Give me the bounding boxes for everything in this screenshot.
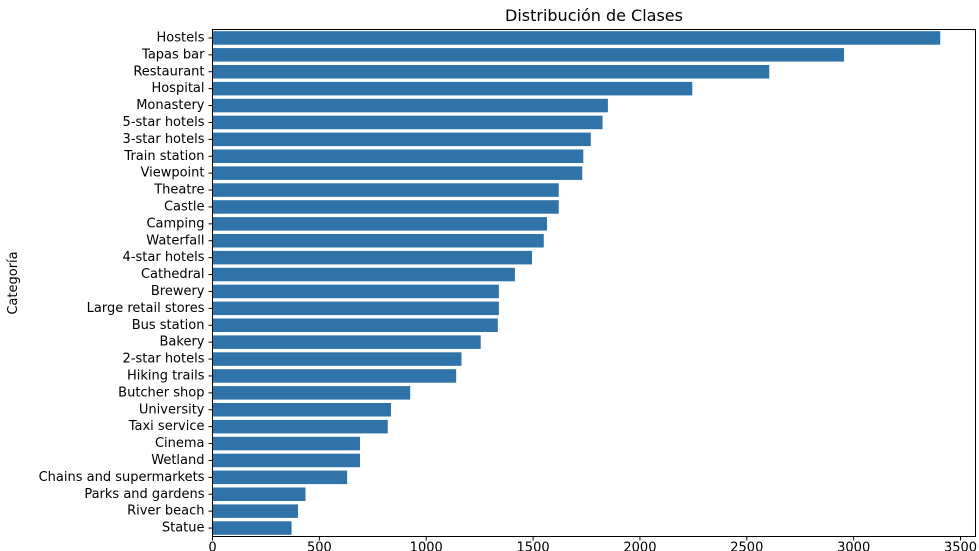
- y-tick-label: Hostels: [157, 30, 205, 45]
- y-tick-label: Parks and gardens: [84, 487, 204, 502]
- bar-chains-and-supermarkets: [212, 470, 348, 485]
- y-tick-label: Brewery: [151, 284, 205, 299]
- bar-3-star-hotels: [212, 132, 591, 147]
- y-tick-label: Camping: [146, 216, 204, 231]
- bar-statue: [212, 521, 292, 535]
- y-tick-label: 4-star hotels: [123, 250, 205, 265]
- y-tick-label: Bus station: [132, 318, 205, 333]
- bar-brewery: [212, 284, 499, 299]
- y-tick-label: Bakery: [160, 335, 205, 350]
- x-tick-label: 500: [307, 541, 332, 551]
- y-tick-label: Viewpoint: [140, 166, 204, 181]
- bar-hospital: [212, 81, 693, 96]
- bar-wetland: [212, 453, 360, 468]
- bar-2-star-hotels: [212, 352, 462, 366]
- y-tick-label: Cinema: [155, 436, 205, 451]
- bar-parks-and-gardens: [212, 487, 306, 502]
- bar-theatre: [212, 183, 559, 197]
- y-tick-label: 2-star hotels: [123, 352, 205, 367]
- y-tick-label: Restaurant: [133, 64, 204, 79]
- y-tick-label: University: [139, 402, 205, 417]
- bar-butcher-shop: [212, 386, 411, 400]
- y-tick-label: Large retail stores: [87, 301, 205, 316]
- bar-hiking-trails: [212, 369, 457, 383]
- x-tick-label: 1000: [410, 541, 443, 551]
- bar-camping: [212, 217, 547, 231]
- bar-cinema: [212, 436, 360, 451]
- x-tick-label: 0: [208, 541, 216, 551]
- y-tick-label: Waterfall: [146, 233, 204, 248]
- bar-bakery: [212, 335, 481, 349]
- bar-university: [212, 402, 391, 417]
- y-tick-label: Tapas bar: [141, 47, 205, 62]
- x-tick-label: 3000: [837, 541, 870, 551]
- bar-monastery: [212, 98, 608, 113]
- bar-large-retail-stores: [212, 301, 499, 316]
- y-tick-label: River beach: [127, 504, 204, 519]
- y-tick-label: Taxi service: [128, 419, 205, 434]
- bar-cathedral: [212, 267, 515, 282]
- y-tick-label: Castle: [164, 199, 205, 214]
- y-tick-label: Cathedral: [141, 267, 205, 282]
- y-tick-label: Theatre: [153, 183, 204, 198]
- y-tick-label: Monastery: [136, 98, 205, 113]
- bar-hostels: [212, 31, 941, 45]
- bar-5-star-hotels: [212, 115, 603, 130]
- x-tick-label: 2500: [730, 541, 763, 551]
- bar-restaurant: [212, 64, 770, 79]
- bar-river-beach: [212, 504, 298, 518]
- bar-4-star-hotels: [212, 250, 533, 265]
- chart-title: Distribución de Clases: [505, 6, 683, 25]
- y-tick-label: 5-star hotels: [123, 115, 205, 130]
- bar-train-station: [212, 149, 584, 164]
- bar-waterfall: [212, 233, 544, 248]
- y-tick-label: Hiking trails: [127, 368, 205, 383]
- x-tick-label: 2000: [623, 541, 656, 551]
- plot-frame: [212, 29, 976, 537]
- x-tick-label: 1500: [517, 541, 550, 551]
- y-tick-label: Wetland: [151, 453, 204, 468]
- y-tick-label: Train station: [123, 149, 204, 164]
- y-tick-label: Hospital: [151, 81, 204, 96]
- bar-viewpoint: [212, 166, 583, 180]
- bar-castle: [212, 200, 559, 214]
- bar-tapas-bar: [212, 48, 845, 62]
- y-tick-label: 3-star hotels: [123, 132, 205, 147]
- x-tick-label: 3500: [944, 541, 977, 551]
- bar-taxi-service: [212, 419, 388, 434]
- y-axis-label: Categoría: [6, 251, 21, 314]
- bar-bus-station: [212, 318, 498, 333]
- y-tick-label: Statue: [162, 521, 205, 536]
- y-tick-label: Chains and supermarkets: [39, 470, 205, 485]
- y-tick-label: Butcher shop: [118, 385, 204, 400]
